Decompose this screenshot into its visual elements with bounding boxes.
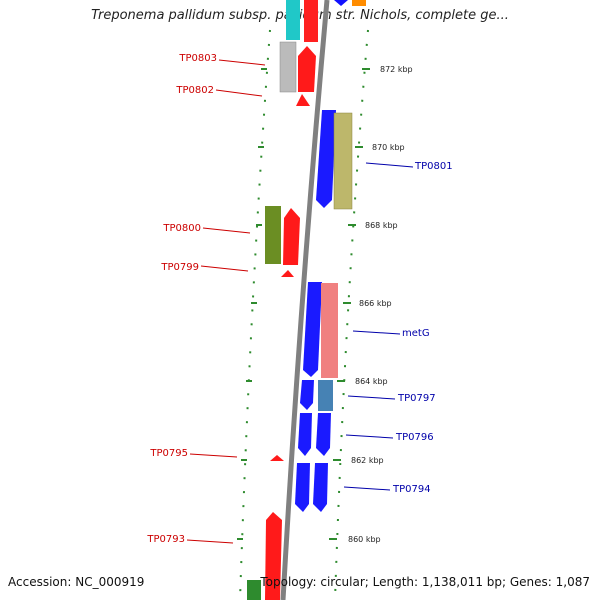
gene-label-tp0797[interactable]: TP0797	[397, 393, 436, 404]
gene-arrow-tp0793[interactable]	[265, 512, 282, 600]
scale-label: 860 kbp	[348, 535, 381, 544]
scale-label: 872 kbp	[380, 65, 413, 74]
gene-arrow[interactable]	[298, 413, 312, 456]
gene-label-tp0796[interactable]: TP0796	[395, 432, 434, 443]
right-gene-labels: TP0801 metG TP0797 TP0796 TP0794	[343, 161, 453, 495]
inner-tick-guide	[239, 29, 271, 600]
scale-label: 864 kbp	[355, 377, 388, 386]
scale-label: 862 kbp	[351, 456, 384, 465]
scale-label: 866 kbp	[359, 299, 392, 308]
gene-arrow[interactable]	[295, 463, 310, 512]
genome-info-label: Topology: circular; Length: 1,138,011 bp…	[260, 575, 590, 589]
gene-label-tp0795[interactable]: TP0795	[149, 448, 188, 459]
gene-arrow-tp0799[interactable]	[281, 270, 294, 277]
gene-block-tp0803[interactable]	[279, 41, 297, 93]
gene-label-tp0801[interactable]: TP0801	[414, 161, 453, 172]
gene-block[interactable]	[247, 580, 261, 600]
gene-arrow[interactable]	[334, 0, 348, 6]
gene-arrow-tp0802[interactable]	[296, 94, 310, 106]
gene-arrow-tp0795[interactable]	[270, 455, 284, 461]
scale-labels: 872 kbp 870 kbp 868 kbp 866 kbp 864 kbp …	[348, 65, 413, 544]
gene-block[interactable]	[286, 0, 300, 40]
gene-block[interactable]	[304, 0, 318, 42]
gene-label-tp0794[interactable]: TP0794	[392, 484, 431, 495]
gene-block-tp0800[interactable]	[265, 206, 281, 264]
gene-label-tp0793[interactable]: TP0793	[146, 534, 185, 545]
gene-arrow[interactable]	[303, 282, 322, 377]
gene-label-tp0803[interactable]: TP0803	[178, 53, 217, 64]
gene-block-metg[interactable]	[321, 283, 338, 378]
gene-arrow[interactable]	[300, 380, 314, 410]
genome-backbone	[280, 0, 330, 600]
gene-block-tp0797[interactable]	[318, 380, 333, 411]
gene-block-tp0801[interactable]	[333, 112, 353, 210]
left-gene-labels: TP0803 TP0802 TP0800 TP0799 TP0795 TP079…	[146, 53, 266, 545]
major-ticks	[237, 68, 370, 540]
gene-label-tp0800[interactable]: TP0800	[162, 223, 201, 234]
gene-arrow-tp0796[interactable]	[316, 413, 331, 456]
accession-label: Accession: NC_000919	[8, 575, 145, 589]
gene-arrow[interactable]	[283, 208, 300, 265]
gene-arrow-tp0794[interactable]	[313, 463, 328, 512]
gene-label-tp0802[interactable]: TP0802	[175, 85, 214, 96]
gene-arrow[interactable]	[316, 110, 336, 208]
gene-label-tp0799[interactable]: TP0799	[160, 262, 199, 273]
gene-block[interactable]	[352, 0, 366, 6]
gene-arrow[interactable]	[298, 46, 316, 92]
gene-label-metg[interactable]: metG	[402, 328, 430, 339]
scale-label: 868 kbp	[365, 221, 398, 230]
scale-label: 870 kbp	[372, 143, 405, 152]
